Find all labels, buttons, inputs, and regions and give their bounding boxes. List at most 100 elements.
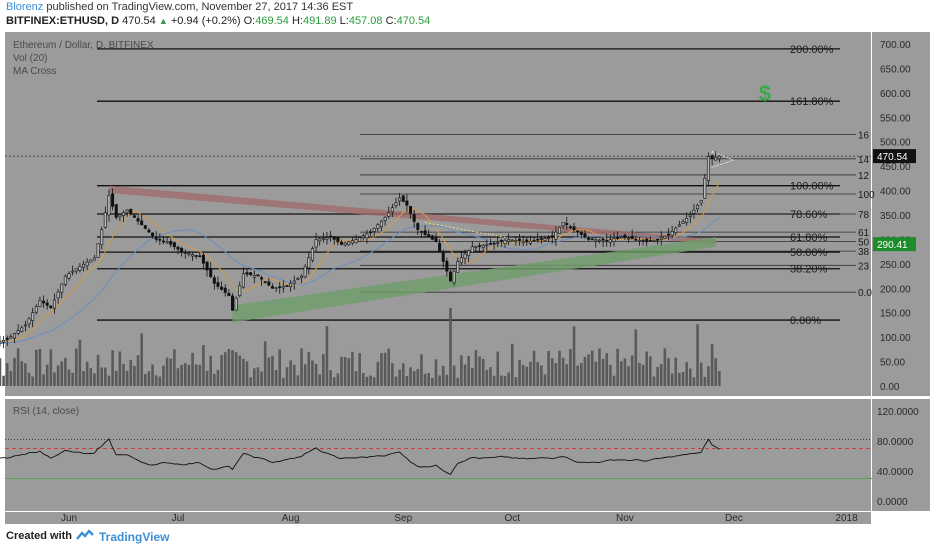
volume-bar [467,355,470,386]
volume-bar [285,367,289,386]
candle-body [412,214,416,222]
price-tick-label: 150.00 [880,309,911,320]
candle-body [339,241,343,245]
candle-body [125,209,129,213]
volume-bar [169,358,173,386]
volume-bar [96,354,100,386]
volume-bar [667,358,670,386]
candle-body [201,254,205,264]
candle-body [634,238,638,241]
volume-bar [652,376,656,386]
volume-bar [616,348,619,386]
volume-bar [289,360,292,386]
candle-body [78,266,82,271]
candle-body [659,237,663,240]
candle-body [31,312,35,321]
candle-body [147,229,151,233]
candle-body [554,231,558,240]
candle-body [329,235,333,238]
symbol-label: BITFINEX:ETHUSD, D [6,15,120,27]
candle-body [209,268,213,277]
low-value: 457.08 [348,15,383,27]
volume-bar [38,348,42,386]
candle-body [74,268,78,272]
volume-bar [569,348,572,386]
volume-bar [234,352,238,386]
candle-body [23,324,27,327]
volume-bar [173,349,176,386]
volume-bar [176,368,180,386]
volume-bar [674,357,678,386]
candle-body [561,222,565,227]
fib-label: 38.20% [790,264,828,276]
candle-body [430,235,434,240]
volume-bar [53,372,56,386]
candle-body [111,193,115,207]
volume-bar [489,367,492,386]
volume-bar [485,369,489,386]
candle-body [67,273,71,279]
tradingview-link[interactable]: TradingView [99,530,170,544]
candle-body [292,280,296,284]
volume-bar [550,358,554,386]
candle-body [434,237,438,243]
candle-body [666,233,670,236]
volume-bar [322,354,325,386]
candle-body [245,272,249,275]
rsi-pane[interactable] [5,399,871,511]
candle-body [630,235,634,240]
candle-body [5,337,9,340]
candle-body [52,299,56,309]
candle-body [427,234,431,238]
price-chart[interactable]: 200.00% 161.80% 100.00% 78.60% 61.80% 50.00% 3… [0,28,932,526]
volume-bar [220,355,223,386]
candle-body [401,195,405,202]
candle-body [456,261,460,273]
volume-bar [31,376,34,386]
dollar-sign-icon: $ [759,81,771,106]
candle-body [169,241,173,245]
candle-body [390,207,394,213]
volume-bar [561,357,565,386]
candle-body [474,245,478,248]
volume-bar [427,373,430,386]
candle-body [656,239,660,241]
candle-body [260,277,264,280]
price-tick-label: 100.00 [880,333,911,344]
candle-body [405,200,409,206]
volume-bar [391,363,394,386]
up-arrow-icon: ▲ [158,16,168,26]
candle-body [459,257,463,264]
fib-label-right: 0.0 [858,288,872,299]
volume-bar [663,348,667,386]
volume-bar [587,354,590,386]
volume-bar [209,355,212,386]
candle-body [2,339,6,343]
volume-bar [641,364,645,386]
candle-body [136,218,140,222]
volume-bar [678,372,681,386]
price-tick-label: 350.00 [880,211,911,222]
rsi-axis[interactable] [872,399,930,511]
candle-body [238,285,242,297]
symbol-header: BITFINEX:ETHUSD, D 470.54 ▲ +0.94 (+0.2%… [6,15,430,27]
candle-body [278,286,282,288]
close-label: C: [385,15,397,27]
price-axis[interactable] [872,32,930,396]
candle-body [470,246,474,253]
candle-body [303,266,307,278]
candle-body [252,275,256,278]
candle-body [63,275,67,286]
volume-bar [64,357,67,386]
candle-body [325,237,329,240]
time-axis[interactable] [5,512,871,524]
volume-bar [129,359,133,386]
candle-body [82,263,86,268]
candle-body [568,226,572,229]
candle-body [118,214,122,218]
volume-bar [180,364,183,386]
author-link[interactable]: Blorenz [6,1,44,13]
candle-body [485,244,489,247]
price-tick-label: 700.00 [880,40,911,51]
volume-bar [554,363,558,386]
